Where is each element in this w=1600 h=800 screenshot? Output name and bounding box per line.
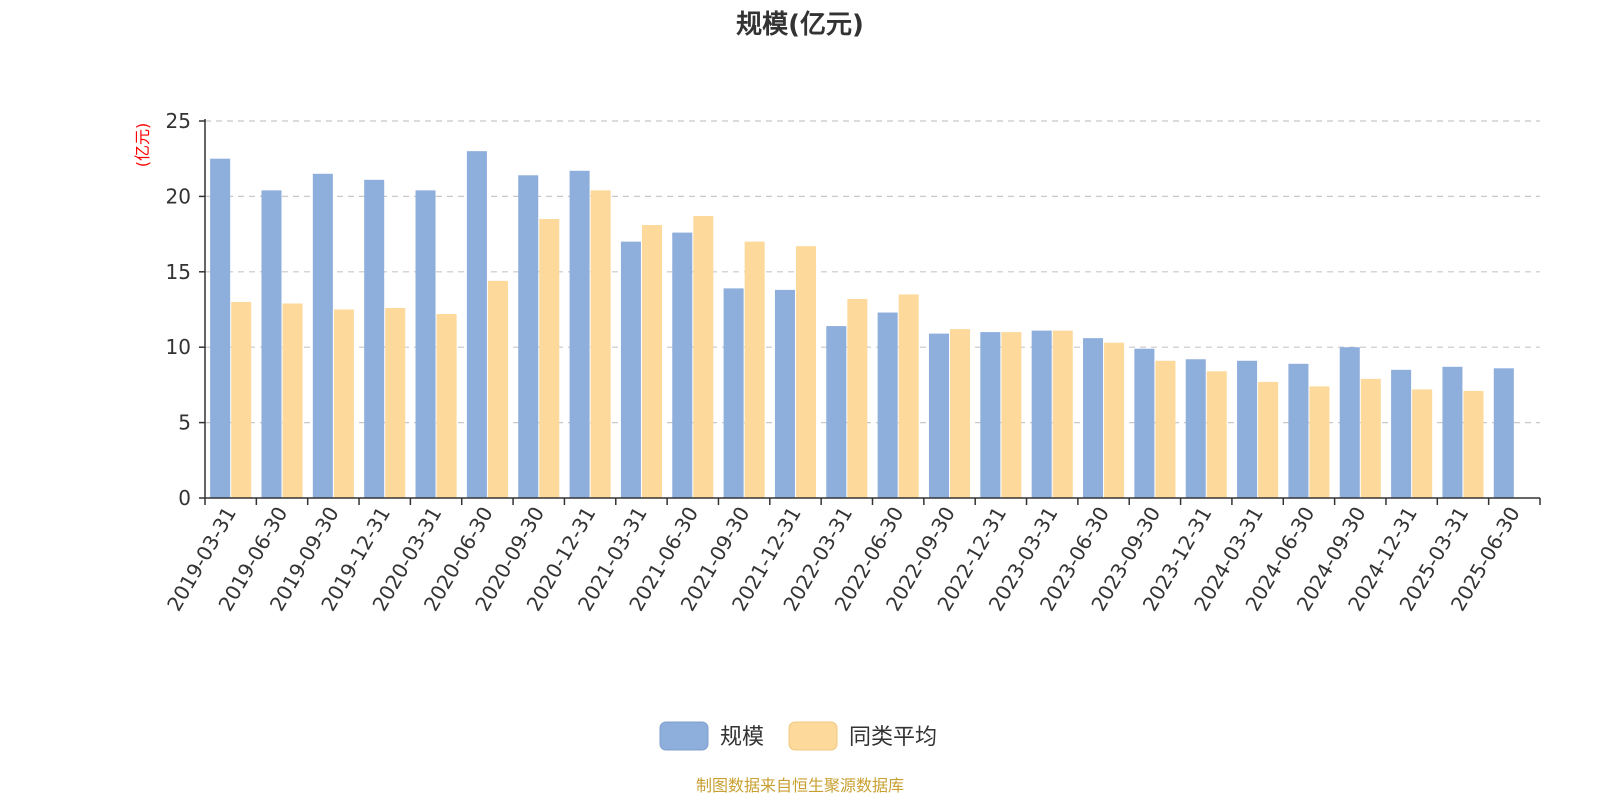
bar-scale[interactable] [312, 173, 333, 498]
bar-peer-avg[interactable] [1463, 390, 1484, 498]
bars [210, 151, 1514, 499]
y-tick-label: 10 [166, 335, 191, 359]
bar-peer-avg[interactable] [1104, 342, 1125, 498]
legend-swatch[interactable] [788, 721, 838, 751]
bar-peer-avg[interactable] [539, 219, 560, 498]
bar-scale[interactable] [1288, 363, 1309, 498]
bar-scale[interactable] [1391, 369, 1412, 498]
bar-peer-avg[interactable] [795, 246, 817, 498]
bar-scale[interactable] [877, 312, 898, 498]
y-tick-labels: 0 5 10 15 20 25 [166, 109, 191, 510]
y-tick-label: 0 [178, 486, 191, 510]
y-tick-label: 25 [166, 109, 191, 133]
bar-peer-avg[interactable] [282, 303, 303, 498]
y-axis-label: (亿元) [133, 123, 152, 168]
bar-scale[interactable] [620, 241, 641, 498]
bar-peer-avg[interactable] [1001, 332, 1022, 498]
chart-title: 规模(亿元) [736, 10, 864, 40]
bar-peer-avg[interactable] [693, 216, 714, 498]
bar-scale[interactable] [1442, 366, 1463, 498]
bar-peer-avg[interactable] [898, 294, 919, 498]
legend-label[interactable]: 同类平均 [849, 725, 937, 750]
y-tick-label: 5 [178, 411, 191, 435]
source-note: 制图数据来自恒生聚源数据库 [696, 776, 904, 795]
bar-peer-avg[interactable] [1258, 381, 1279, 498]
bar-scale[interactable] [723, 288, 744, 498]
bar-scale[interactable] [569, 170, 590, 498]
legend-item-peer-avg[interactable]: 同类平均 [788, 721, 937, 751]
bar-peer-avg[interactable] [1412, 389, 1433, 498]
bar-scale[interactable] [1031, 330, 1052, 498]
bar-peer-avg[interactable] [641, 225, 662, 498]
bar-scale[interactable] [826, 326, 847, 498]
bar-scale[interactable] [774, 289, 795, 498]
legend[interactable]: 规模 同类平均 [659, 721, 937, 751]
bar-scale[interactable] [1237, 360, 1258, 498]
legend-item-scale[interactable]: 规模 [659, 721, 764, 751]
bar-scale[interactable] [466, 151, 487, 498]
bar-scale[interactable] [1493, 368, 1514, 498]
bar-scale[interactable] [980, 332, 1001, 498]
axes [199, 119, 1541, 505]
bar-peer-avg[interactable] [744, 241, 765, 498]
bar-scale[interactable] [210, 158, 231, 498]
bar-scale[interactable] [1339, 347, 1360, 498]
bar-scale[interactable] [415, 190, 436, 499]
bar-scale[interactable] [1083, 338, 1104, 498]
bar-scale[interactable] [1134, 348, 1155, 498]
bar-peer-avg[interactable] [847, 298, 868, 498]
bar-peer-avg[interactable] [1206, 371, 1227, 498]
bar-peer-avg[interactable] [1155, 360, 1176, 498]
bar-peer-avg[interactable] [1360, 378, 1381, 498]
bar-scale[interactable] [364, 179, 385, 498]
bar-scale[interactable] [261, 190, 282, 499]
bar-peer-avg[interactable] [436, 314, 457, 498]
bar-peer-avg[interactable] [487, 280, 508, 498]
bar-scale[interactable] [1185, 359, 1206, 498]
bar-peer-avg[interactable] [231, 301, 252, 498]
bar-peer-avg[interactable] [950, 329, 971, 498]
legend-swatch[interactable] [659, 721, 709, 751]
legend-label[interactable]: 规模 [720, 725, 764, 750]
bar-scale[interactable] [928, 333, 950, 498]
bar-scale[interactable] [672, 232, 693, 499]
x-tick-labels: 2019-03-312019-06-302019-09-302019-12-31… [162, 502, 1525, 615]
y-tick-label: 20 [166, 184, 191, 208]
bar-peer-avg[interactable] [1052, 330, 1073, 498]
bar-scale[interactable] [518, 175, 539, 498]
bar-peer-avg[interactable] [1309, 386, 1330, 498]
bar-peer-avg[interactable] [590, 190, 611, 499]
y-tick-label: 15 [166, 260, 191, 284]
bar-peer-avg[interactable] [333, 309, 354, 499]
bar-peer-avg[interactable] [385, 307, 406, 498]
